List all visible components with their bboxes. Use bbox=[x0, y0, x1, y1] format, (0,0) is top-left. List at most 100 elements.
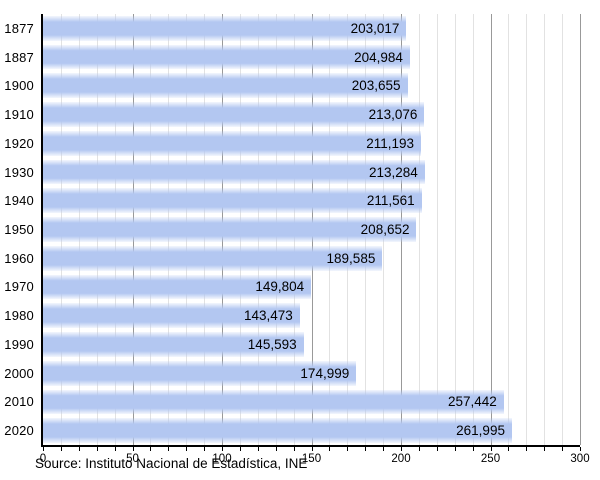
bar-row: 204,984 bbox=[43, 43, 580, 72]
axis-tick-label: 50 bbox=[126, 453, 139, 465]
axis-tick bbox=[60, 447, 62, 451]
bar-value-label: 203,017 bbox=[350, 20, 400, 36]
bar-value-label: 211,193 bbox=[366, 135, 415, 151]
axis-tick-label: 300 bbox=[570, 453, 590, 465]
axis-tick bbox=[168, 447, 170, 451]
bar-value-label: 143,473 bbox=[244, 308, 293, 324]
minor-gridline bbox=[472, 14, 474, 445]
bar-row: 211,561 bbox=[43, 186, 580, 215]
axis-tick bbox=[508, 447, 510, 451]
year-label: 1940 bbox=[4, 193, 34, 209]
year-label: 1900 bbox=[4, 78, 34, 94]
axis-tick bbox=[418, 447, 420, 451]
axis-tick bbox=[562, 447, 564, 451]
plot-area: 203,017 204,984 203,655 213,076 211,193 213,2… bbox=[40, 14, 590, 465]
axis-tick bbox=[257, 447, 259, 451]
bar-row: 143,473 bbox=[43, 301, 580, 330]
axis-tick bbox=[114, 447, 116, 451]
bar-row: 257,442 bbox=[43, 388, 580, 417]
year-label: 1990 bbox=[4, 336, 34, 352]
population-bar: 204,984 bbox=[43, 44, 410, 70]
population-bar: 211,561 bbox=[43, 188, 422, 214]
minor-gridline bbox=[508, 14, 510, 445]
bar-value-label: 174,999 bbox=[300, 365, 350, 381]
year-label: 1920 bbox=[4, 135, 34, 151]
bar-row: 145,593 bbox=[43, 330, 580, 359]
bar-row: 213,076 bbox=[43, 100, 580, 129]
bar-value-label: 204,984 bbox=[354, 49, 403, 65]
axis-tick bbox=[454, 447, 456, 451]
population-bar: 257,442 bbox=[43, 389, 504, 415]
minor-gridline bbox=[544, 14, 546, 445]
major-gridline bbox=[580, 14, 581, 445]
axis-tick bbox=[150, 447, 152, 451]
bar-value-label: 211,561 bbox=[366, 193, 415, 209]
year-label: 1877 bbox=[4, 20, 34, 36]
bar-value-label: 213,284 bbox=[368, 164, 418, 180]
axis-tick bbox=[132, 447, 134, 451]
population-bar: 213,076 bbox=[43, 102, 425, 127]
axis-tick-label: 150 bbox=[301, 453, 322, 465]
axis-tick bbox=[43, 447, 44, 451]
bar-value-label: 149,804 bbox=[255, 279, 305, 295]
bar-row: 203,017 bbox=[43, 14, 580, 43]
population-bar: 211,193 bbox=[43, 130, 422, 156]
bar-value-label: 213,076 bbox=[368, 107, 418, 123]
minor-gridline bbox=[436, 14, 438, 445]
axis-tick bbox=[436, 447, 438, 451]
axis-tick bbox=[275, 447, 277, 451]
axis-tick bbox=[239, 447, 241, 451]
bar-value-label: 208,652 bbox=[360, 222, 410, 237]
bar-row: 211,193 bbox=[43, 129, 580, 158]
year-label: 2010 bbox=[4, 394, 34, 410]
axis-tick-label: 0 bbox=[39, 453, 47, 465]
minor-gridline bbox=[454, 14, 456, 445]
axis-tick bbox=[311, 447, 313, 451]
bar-row: 203,655 bbox=[43, 71, 580, 100]
axis-tick-label: 250 bbox=[480, 453, 501, 465]
axis-tick bbox=[472, 447, 474, 451]
axis-tick bbox=[186, 447, 188, 451]
axis-tick bbox=[204, 447, 206, 451]
source-caption: Source: Instituto Nacional de Estadístic… bbox=[35, 456, 308, 471]
year-label: 1960 bbox=[4, 250, 34, 266]
population-bar: 143,473 bbox=[43, 303, 300, 329]
axis-tick bbox=[96, 447, 98, 451]
axis-tick bbox=[222, 447, 223, 451]
population-bar: 261,995 bbox=[43, 418, 512, 444]
minor-gridline bbox=[526, 14, 528, 445]
bar-row: 149,804 bbox=[43, 273, 580, 302]
population-bar: 145,593 bbox=[43, 332, 304, 357]
bar-value-label: 257,442 bbox=[448, 394, 497, 410]
y-axis-labels: 1877 1887 1900 1910 1920 1930 1940 1950 1960 1970… bbox=[0, 14, 34, 445]
year-label: 1980 bbox=[4, 308, 34, 324]
bars-layer: 203,017 204,984 203,655 213,076 211,193 213,2… bbox=[43, 14, 580, 445]
axis-tick bbox=[78, 447, 80, 451]
bar-row: 189,585 bbox=[43, 244, 580, 273]
axis-tick bbox=[293, 447, 295, 451]
year-label: 1950 bbox=[4, 222, 34, 237]
axis-tick bbox=[580, 447, 581, 451]
axis-tick bbox=[383, 447, 385, 451]
bar-row: 213,284 bbox=[43, 158, 580, 187]
axis-tick bbox=[526, 447, 528, 451]
axis-tick bbox=[347, 447, 349, 451]
bar-value-label: 145,593 bbox=[247, 336, 297, 352]
year-label: 1970 bbox=[4, 279, 34, 295]
bar-value-label: 261,995 bbox=[456, 423, 505, 439]
major-gridline bbox=[490, 14, 492, 445]
year-label: 2000 bbox=[4, 365, 34, 381]
population-bar: 149,804 bbox=[43, 274, 312, 300]
bar-row: 208,652 bbox=[43, 215, 580, 244]
population-bar: 203,655 bbox=[43, 73, 408, 99]
axis-tick-label: 100 bbox=[212, 453, 232, 465]
year-label: 1930 bbox=[4, 164, 34, 180]
bar-value-label: 203,655 bbox=[351, 78, 401, 94]
axis-tick bbox=[329, 447, 331, 451]
year-label: 2020 bbox=[4, 423, 34, 439]
population-bar: 174,999 bbox=[43, 360, 357, 386]
minor-gridline bbox=[562, 14, 564, 445]
population-bar: 208,652 bbox=[43, 217, 417, 242]
population-bar: 213,284 bbox=[43, 159, 425, 185]
